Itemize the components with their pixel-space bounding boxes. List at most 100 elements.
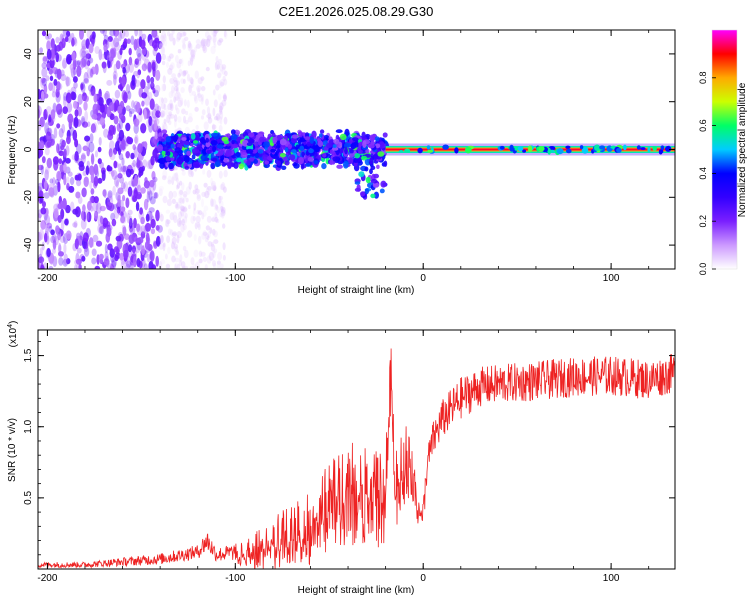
spectrogram-cell	[40, 207, 47, 215]
spectrogram-cell	[53, 127, 58, 139]
spectrogram-cell	[151, 215, 155, 226]
spectrogram-cell	[81, 255, 86, 262]
spectrogram-cell	[307, 156, 314, 162]
colorbar-frame	[711, 29, 738, 270]
carrier-cell	[442, 144, 449, 150]
spectrogram-cell	[151, 61, 156, 72]
colorbar-tick-label: 0.6	[698, 119, 708, 132]
spectrogram-cell	[288, 154, 296, 161]
spectrogram-cell	[119, 30, 126, 39]
spectrogram-cell	[138, 171, 142, 178]
spectrogram-cell	[79, 231, 84, 241]
spectrogram-cell	[214, 212, 218, 219]
spectrogram-cell	[63, 174, 67, 186]
spectrogram-cell	[108, 148, 113, 158]
spectrogram-cell	[196, 144, 202, 150]
spectrogram-cell	[72, 58, 77, 70]
spectrogram-cell	[79, 48, 86, 59]
spectrogram-cell	[95, 240, 103, 247]
chart-title: C2E1.2026.025.08.29.G30	[279, 4, 434, 19]
spectrogram-cell	[354, 187, 361, 192]
spectrogram-cell	[219, 69, 223, 76]
spectrogram-cell	[80, 116, 86, 126]
spectrogram-cell	[202, 231, 208, 236]
spectrogram-cell	[206, 114, 212, 119]
spectrogram-cell	[159, 97, 164, 105]
spectrogram-cell	[225, 149, 232, 157]
spectrogram-cell	[211, 184, 217, 191]
carrier-cell	[623, 144, 627, 151]
spectrogram-cell	[200, 115, 205, 120]
spectrogram-cell	[59, 33, 64, 44]
spectrogram-cell	[174, 147, 182, 154]
spectrogram-cell	[210, 162, 216, 170]
spectrogram-cell	[195, 39, 201, 45]
spectrogram-cell	[136, 56, 142, 66]
spectrogram-cell	[85, 53, 92, 59]
spectrogram-cell	[91, 248, 97, 257]
colorbar-label: Normalized spectral amplitude	[737, 82, 748, 217]
spectrogram-cell	[154, 84, 161, 94]
spectrogram-cell	[95, 105, 101, 117]
spectrogram-cell	[190, 49, 196, 58]
spectrogram-cell	[50, 48, 56, 59]
spectrogram-cell	[58, 244, 62, 253]
spectrogram-cell	[196, 194, 201, 199]
spectrogram-cell	[101, 61, 107, 69]
spectrogram-cell	[374, 136, 380, 142]
spectrogram-cell	[121, 206, 126, 212]
spectrogram-cell	[77, 59, 81, 66]
spectrogram-cell	[162, 242, 166, 248]
spectrogram-cell	[218, 170, 223, 179]
spectrogram-cell	[49, 75, 54, 82]
spectrogram-cell	[45, 33, 50, 40]
spectrogram-cell	[176, 231, 182, 239]
spectrogram-cell	[124, 63, 130, 74]
spectrogram-cell	[161, 30, 166, 40]
spectrogram-cell	[179, 30, 185, 37]
spectrogram-cell	[141, 100, 145, 107]
spectrogram-cell	[210, 30, 214, 36]
spectrogram-cell	[133, 217, 137, 229]
spectrogram-cell	[170, 89, 176, 97]
spectrogram-cell	[150, 228, 156, 235]
spectrogram-cell	[181, 170, 186, 176]
carrier-cell	[499, 145, 505, 150]
spectrogram-cell	[190, 49, 195, 57]
spectrogram-cell	[72, 208, 79, 215]
spectrogram-cell	[193, 163, 201, 169]
spectrogram-cell	[91, 66, 97, 75]
spectrogram-cell	[126, 84, 131, 94]
spectrogram-cell	[122, 66, 127, 74]
spectrogram-cell	[204, 233, 210, 240]
spectrogram-cell	[161, 129, 168, 134]
y-tick-label: 0.5	[23, 490, 34, 504]
spectrogram-cell	[114, 175, 120, 187]
spectrogram-cell	[85, 227, 91, 238]
spectrogram-cell	[207, 34, 212, 43]
spectrogram-cell	[203, 121, 209, 130]
spectrogram-cell	[110, 263, 114, 269]
spectrogram-cell	[195, 261, 200, 269]
spectrogram-cell	[178, 197, 183, 203]
spectrogram-cell	[161, 138, 165, 143]
spectrogram-cell	[222, 242, 226, 251]
spectrogram-cell	[171, 85, 175, 94]
spectrogram-cell	[56, 103, 61, 111]
spectrogram-cell	[210, 45, 216, 55]
spectrogram-cell	[40, 264, 45, 269]
spectrogram-cell	[138, 166, 144, 174]
spectrogram-cell	[58, 242, 62, 254]
spectrogram-cell	[380, 180, 387, 188]
spectrogram-cell	[123, 249, 129, 259]
spectrogram-cell	[52, 248, 56, 254]
spectrogram-cell	[80, 83, 84, 91]
spectrogram-cell	[146, 191, 150, 203]
spectrogram-cell	[113, 30, 120, 37]
spectrogram-cell	[376, 164, 380, 169]
spectrogram-cell	[188, 204, 191, 210]
spectrogram-cell	[69, 63, 74, 74]
spectrogram-cell	[86, 60, 91, 67]
spectrogram-cell	[109, 140, 115, 152]
spectrogram-cell	[74, 138, 79, 148]
